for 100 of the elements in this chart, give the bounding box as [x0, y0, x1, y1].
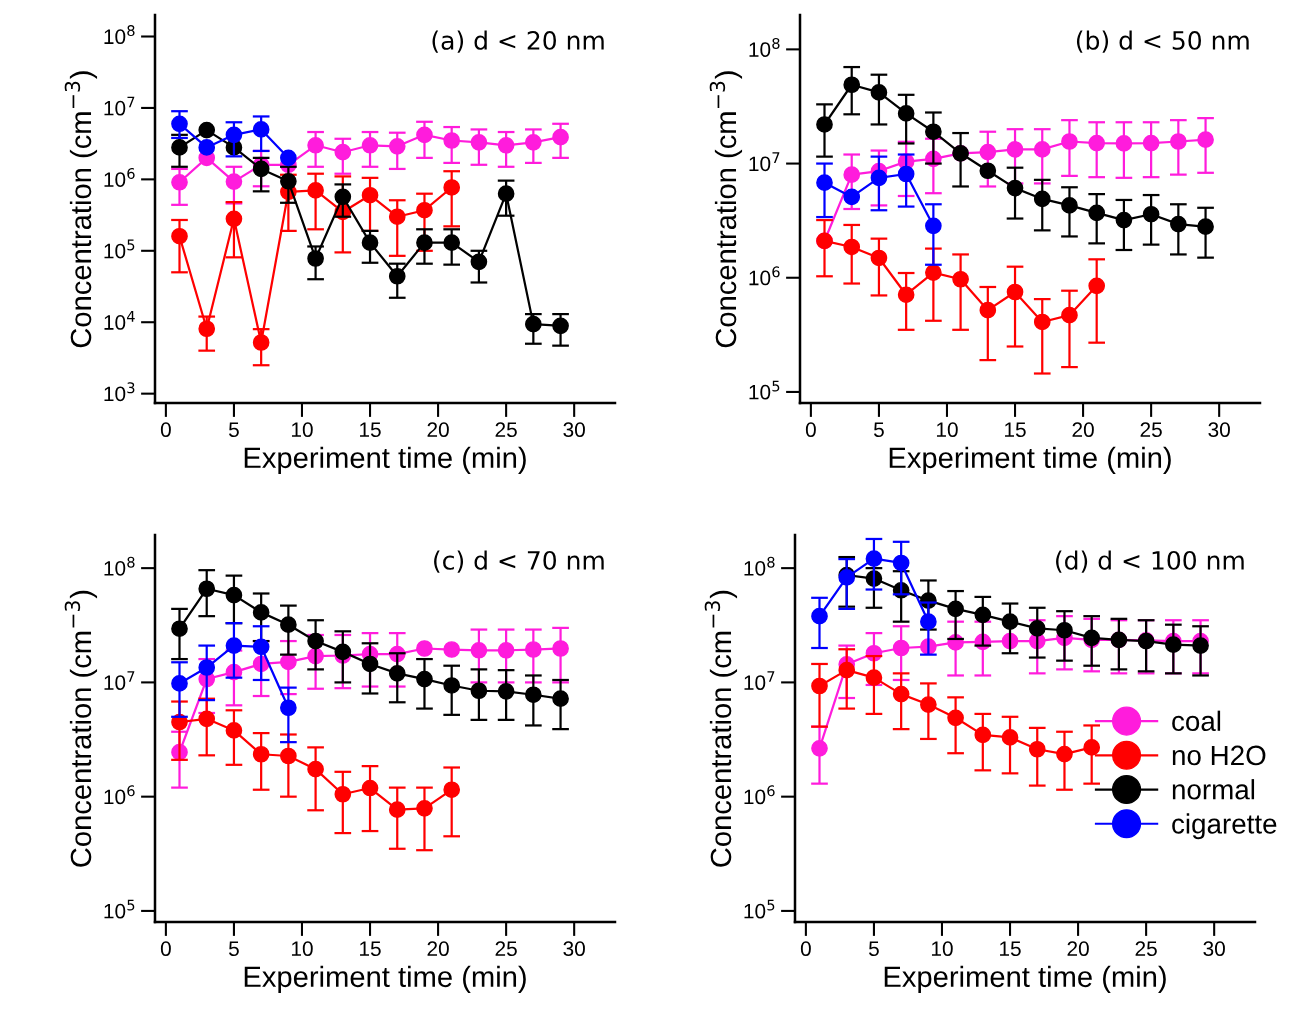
x-axis-title: Experiment time (min)	[244, 446, 526, 474]
point	[497, 641, 515, 659]
point	[920, 613, 937, 631]
point	[416, 126, 433, 144]
y-tick-label: 10$^{8}$	[744, 556, 775, 576]
point	[552, 640, 569, 657]
x-tick-label: 10	[936, 422, 958, 438]
point	[198, 320, 216, 338]
x-tick-label: 15	[360, 941, 381, 957]
point	[443, 781, 461, 799]
x-tick-label: 0	[805, 422, 816, 438]
point	[1197, 131, 1214, 148]
y-axis-title: Concentration (cm$^{−3}$)	[709, 71, 743, 348]
point	[892, 554, 910, 572]
point	[1056, 621, 1073, 639]
x-tick-label: 25	[1140, 422, 1162, 438]
point	[525, 641, 542, 658]
point	[1088, 277, 1106, 295]
x-tick-label: 25	[1135, 941, 1157, 957]
point	[1170, 215, 1187, 233]
point	[252, 334, 270, 351]
point	[947, 600, 964, 618]
point	[497, 683, 515, 700]
y-tick-label: 10$^{7}$	[749, 152, 780, 172]
y-tick-label: 10$^{5}$	[744, 899, 775, 919]
x-tick-label: 10	[291, 941, 313, 957]
point	[1028, 740, 1046, 758]
point	[416, 201, 433, 219]
y-axis-title: Concentration (cm$^{−3}$)	[64, 71, 98, 348]
point	[307, 250, 324, 267]
point	[811, 607, 828, 625]
point	[307, 136, 324, 154]
point	[361, 655, 379, 673]
point	[920, 696, 937, 713]
point	[388, 267, 406, 285]
point	[334, 188, 352, 206]
point	[1061, 133, 1078, 150]
y-tick-label: 10$^{7}$	[744, 671, 775, 691]
point	[1142, 134, 1160, 152]
point	[843, 166, 861, 183]
point	[307, 760, 324, 778]
point	[443, 179, 461, 196]
x-tick-label: 10	[931, 941, 953, 957]
point	[1006, 283, 1024, 301]
point	[198, 710, 216, 728]
point	[925, 264, 942, 281]
y-tick-label: 10$^{8}$	[749, 37, 780, 57]
point	[497, 136, 515, 154]
text: (c) d < 70 nm	[434, 550, 604, 573]
y-tick-label: 10$^{7}$	[104, 96, 135, 116]
point	[334, 143, 352, 161]
point	[470, 641, 488, 659]
x-tick-label: 0	[800, 941, 811, 957]
point	[843, 76, 861, 94]
x-tick-label: 10	[291, 422, 313, 438]
x-tick-label: 20	[1067, 941, 1089, 957]
point	[870, 249, 888, 267]
point	[1056, 745, 1073, 763]
point	[361, 234, 379, 251]
point	[171, 620, 188, 638]
point	[870, 169, 888, 187]
point	[307, 182, 324, 199]
point	[198, 659, 216, 676]
point	[925, 217, 942, 235]
point	[252, 160, 270, 178]
point	[1033, 313, 1051, 331]
point	[334, 785, 352, 803]
point	[497, 185, 515, 203]
point	[388, 801, 406, 818]
point	[952, 270, 969, 288]
x-axis-title: Experiment time (min)	[884, 965, 1166, 993]
y-axis-title: Concentration (cm$^{−3}$)	[64, 590, 98, 867]
point	[361, 136, 379, 154]
y-tick-label: 10$^{6}$	[104, 167, 135, 187]
point	[1083, 739, 1101, 756]
point	[1192, 637, 1209, 654]
text: (b) d < 50 nm	[1076, 30, 1249, 53]
x-tick-label: 20	[427, 422, 449, 438]
point	[225, 126, 243, 144]
point	[865, 550, 883, 568]
point	[865, 669, 883, 687]
y-tick-label: 10$^{6}$	[749, 266, 780, 286]
point	[225, 637, 243, 654]
x-tick-label: 15	[1005, 422, 1026, 438]
point	[198, 139, 216, 156]
point	[416, 800, 433, 817]
point	[1170, 133, 1187, 150]
point	[979, 143, 997, 161]
point	[361, 186, 379, 204]
legend-label: coal	[1172, 710, 1221, 732]
point	[1088, 134, 1106, 152]
y-tick-label: 10$^{5}$	[749, 380, 780, 400]
point	[525, 686, 542, 704]
y-tick-label: 10$^{8}$	[104, 556, 135, 576]
point	[947, 709, 964, 727]
point	[388, 208, 406, 226]
x-tick-label: 0	[160, 941, 171, 957]
point	[171, 173, 188, 191]
point	[225, 173, 243, 190]
point	[897, 165, 915, 183]
